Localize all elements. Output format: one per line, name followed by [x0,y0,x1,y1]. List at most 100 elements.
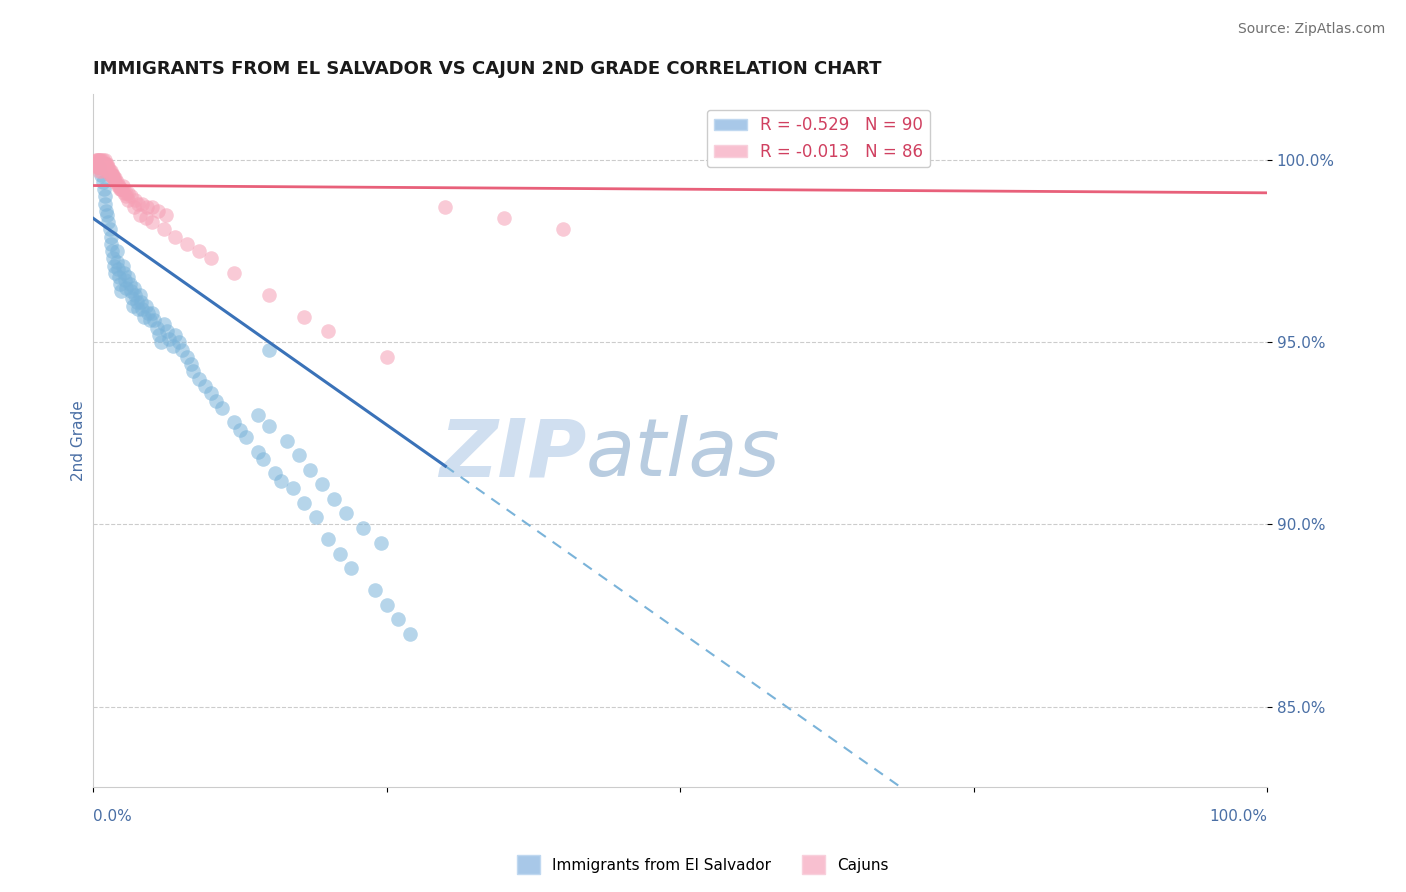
Point [136,201,159,215]
Point [387,612,409,626]
Point [87,164,110,178]
Point [122,299,145,313]
Point [87,161,110,175]
Point [159,332,181,346]
Y-axis label: 2nd Grade: 2nd Grade [72,401,86,481]
Point [89,156,111,170]
Point [94,164,117,178]
Point [94,156,117,170]
Point [200,386,222,401]
Point [90,156,112,170]
Point [252,451,274,466]
Point [551,222,574,236]
Point [97,161,120,175]
Point [101,168,124,182]
Point [259,288,281,302]
Point [311,477,333,491]
Point [104,266,127,280]
Point [187,244,209,259]
Point [111,178,134,193]
Point [94,153,117,167]
Point [89,161,111,175]
Point [104,175,127,189]
Point [122,280,145,294]
Point [120,284,142,298]
Point [101,168,124,182]
Point [105,255,128,269]
Point [375,598,398,612]
Point [91,175,114,189]
Point [399,626,422,640]
Point [117,193,139,207]
Point [264,467,287,481]
Point [87,153,110,167]
Point [165,327,187,342]
Point [180,357,202,371]
Point [370,535,392,549]
Point [87,153,110,167]
Point [176,236,198,251]
Point [148,327,170,342]
Point [94,161,117,175]
Point [90,168,112,182]
Text: IMMIGRANTS FROM EL SALVADOR VS CAJUN 2ND GRADE CORRELATION CHART: IMMIGRANTS FROM EL SALVADOR VS CAJUN 2ND… [93,60,882,78]
Point [103,171,125,186]
Point [335,507,357,521]
Point [91,156,114,170]
Point [104,171,127,186]
Point [115,186,138,200]
Point [434,201,457,215]
Text: atlas: atlas [586,416,780,493]
Point [105,244,128,259]
Point [101,171,124,186]
Point [84,153,107,167]
Point [84,156,107,170]
Point [89,156,111,170]
Point [107,262,129,277]
Point [364,582,387,597]
Point [146,204,169,219]
Point [235,430,257,444]
Point [340,561,363,575]
Point [246,444,269,458]
Point [211,401,233,415]
Point [127,196,149,211]
Point [145,320,167,334]
Point [108,269,131,284]
Point [294,310,316,324]
Point [94,196,117,211]
Point [259,343,281,357]
Point [91,156,114,170]
Point [162,339,184,353]
Point [96,156,118,170]
Point [135,299,157,313]
Point [111,259,134,273]
Point [94,156,117,170]
Point [172,343,194,357]
Point [87,156,110,170]
Point [316,324,339,338]
Point [98,164,121,178]
Point [86,153,108,167]
Point [110,182,132,196]
Point [165,229,187,244]
Point [100,236,122,251]
Point [131,196,153,211]
Point [90,153,112,167]
Point [131,302,153,317]
Point [105,175,128,189]
Point [124,193,146,207]
Point [352,521,374,535]
Point [115,280,138,294]
Point [124,288,146,302]
Point [375,350,398,364]
Point [94,161,117,175]
Point [287,448,309,462]
Text: Source: ZipAtlas.com: Source: ZipAtlas.com [1237,22,1385,37]
Point [91,153,114,167]
Point [93,182,115,196]
Point [117,269,139,284]
Point [187,372,209,386]
Point [98,168,121,182]
Point [141,306,163,320]
